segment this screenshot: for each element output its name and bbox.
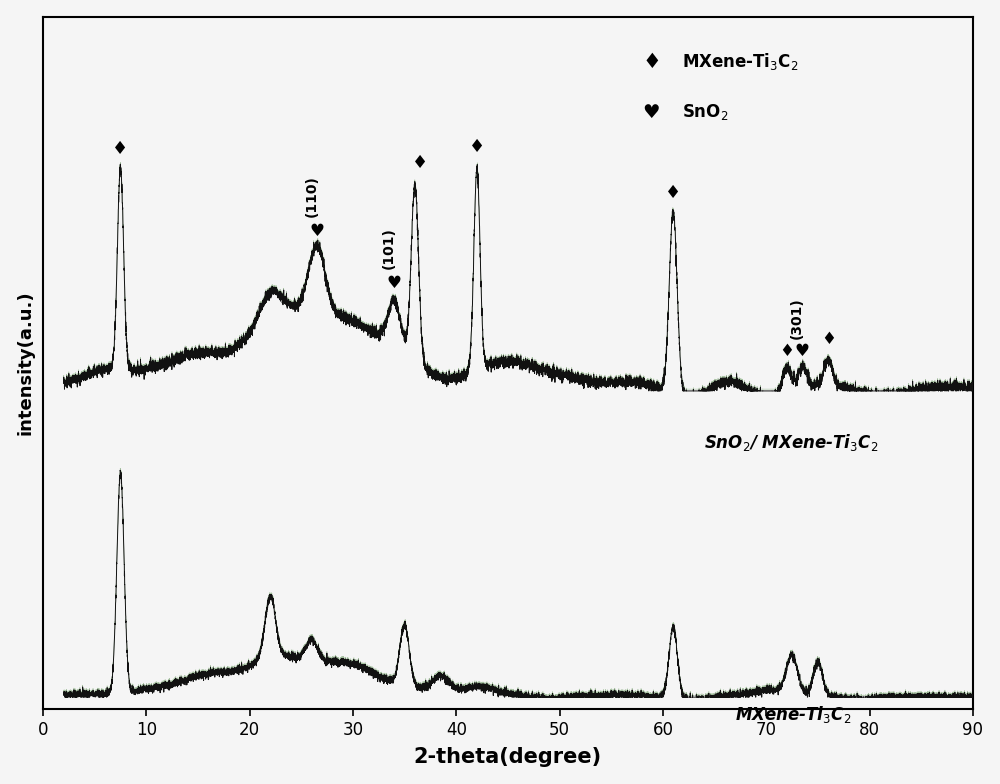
Text: ♦: ♦ — [821, 329, 836, 347]
Text: ♦: ♦ — [643, 52, 661, 71]
X-axis label: 2-theta(degree): 2-theta(degree) — [414, 747, 602, 768]
Text: (301): (301) — [790, 297, 804, 339]
Text: ♦: ♦ — [469, 137, 485, 155]
Text: ♥: ♥ — [643, 103, 660, 122]
Text: MXene-Ti$_3$C$_2$: MXene-Ti$_3$C$_2$ — [682, 51, 798, 72]
Text: SnO$_2$: SnO$_2$ — [682, 102, 728, 122]
Text: ♥: ♥ — [309, 222, 324, 240]
Text: ♦: ♦ — [665, 184, 681, 202]
Text: ♥: ♥ — [795, 342, 810, 360]
Text: ♦: ♦ — [412, 154, 428, 172]
Text: ♦: ♦ — [779, 342, 794, 360]
Text: ♥: ♥ — [387, 274, 402, 292]
Text: (101): (101) — [382, 227, 396, 269]
Y-axis label: intensity(a.u.): intensity(a.u.) — [17, 290, 35, 435]
Text: (110): (110) — [305, 176, 319, 217]
Text: SnO$_2$/ MXene-Ti$_3$C$_2$: SnO$_2$/ MXene-Ti$_3$C$_2$ — [704, 432, 878, 453]
Text: MXene-Ti$_3$C$_2$: MXene-Ti$_3$C$_2$ — [735, 704, 852, 725]
Text: ♦: ♦ — [112, 140, 129, 158]
